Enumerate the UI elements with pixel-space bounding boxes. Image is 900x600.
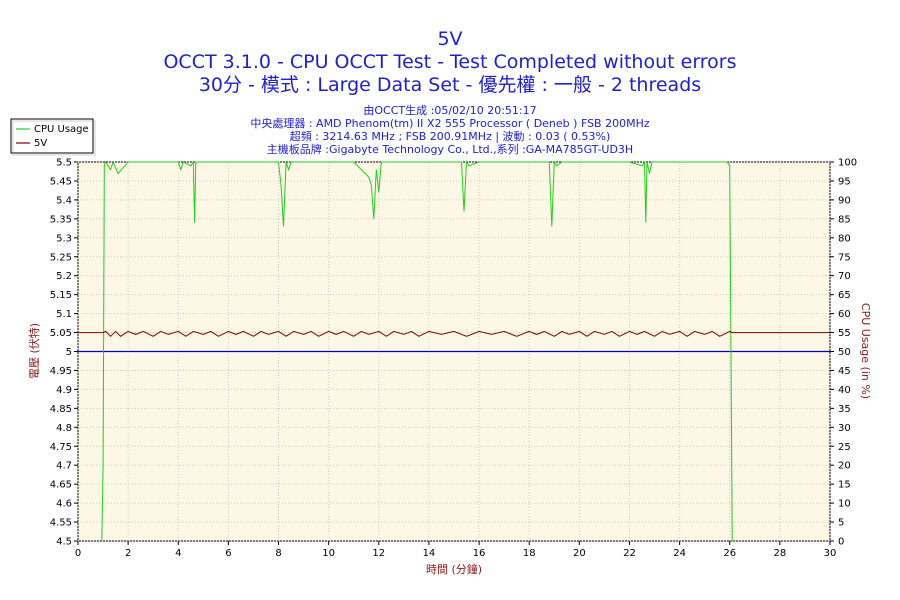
y-left-tick-label: 5.35 — [50, 214, 72, 225]
y-right-tick-label: 0 — [838, 537, 844, 548]
y-left-tick-label: 4.9 — [56, 385, 72, 396]
y-left-tick-label: 4.8 — [56, 423, 72, 434]
y-left-tick-label: 5.45 — [50, 176, 72, 187]
y-left-tick-label: 5.15 — [50, 290, 72, 301]
info-cpu: 中央處理器 : AMD Phenom(tm) II X2 555 Process… — [250, 116, 650, 130]
y-left-tick-label: 5.3 — [56, 233, 72, 244]
y-right-tick-label: 60 — [838, 309, 851, 320]
y-right-tick-label: 5 — [838, 518, 844, 529]
legend-shadow — [12, 120, 96, 156]
y-right-tick-label: 40 — [838, 385, 851, 396]
y-left-tick-label: 4.55 — [50, 518, 72, 529]
x-axis-ticks: 0 2 4 6 8 10 12 14 16 18 20 22 24 26 28 30 — [75, 541, 837, 559]
series-line-cpu-usage — [101, 160, 733, 542]
y-right-tick-label: 70 — [838, 271, 851, 282]
series — [78, 160, 830, 542]
x-tick-label: 12 — [372, 548, 385, 559]
y-right-tick-label: 95 — [838, 176, 851, 187]
y-right-tick-label: 50 — [838, 347, 851, 358]
y-right-tick-label: 85 — [838, 214, 851, 225]
series-line-5v — [78, 330, 830, 338]
y-left-tick-label: 4.65 — [50, 480, 72, 491]
y-axis-right-ticks: 0 5 10 15 20 25 30 35 40 45 50 55 60 65 70 75 80 85 90 95 10… — [830, 158, 857, 548]
legend-label-cpu: CPU Usage — [34, 124, 89, 135]
x-tick-label: 28 — [773, 548, 786, 559]
y-right-tick-label: 65 — [838, 290, 851, 301]
y-left-tick-label: 4.85 — [50, 404, 72, 415]
y-right-tick-label: 15 — [838, 480, 851, 491]
x-tick-label: 6 — [225, 548, 231, 559]
chart-title: 5V — [437, 28, 462, 50]
legend: CPU Usage 5V — [10, 118, 96, 156]
y-axis-left-label: 電壓 (伏特) — [27, 323, 41, 379]
x-tick-label: 2 — [125, 548, 131, 559]
y-left-tick-label: 4.7 — [56, 461, 72, 472]
y-right-tick-label: 100 — [838, 158, 857, 169]
y-left-tick-label: 5.5 — [56, 158, 72, 169]
y-right-tick-label: 20 — [838, 461, 851, 472]
y-left-tick-label: 5.2 — [56, 271, 72, 282]
x-tick-label: 18 — [523, 548, 536, 559]
x-tick-label: 20 — [573, 548, 586, 559]
x-axis-label: 時間 (分鐘) — [426, 562, 482, 576]
legend-box — [10, 118, 94, 154]
y-right-tick-label: 35 — [838, 404, 851, 415]
legend-label-5v: 5V — [34, 138, 47, 149]
y-left-tick-label: 4.5 — [56, 537, 72, 548]
y-right-tick-label: 75 — [838, 252, 851, 263]
info-clock: 超頻 : 3214.63 MHz ; FSB 200.91MHz | 波動 : … — [290, 129, 611, 143]
y-right-tick-label: 10 — [838, 499, 851, 510]
x-tick-label: 10 — [322, 548, 335, 559]
y-left-tick-label: 5 — [66, 347, 72, 358]
y-right-tick-label: 30 — [838, 423, 851, 434]
y-left-tick-label: 5.25 — [50, 252, 72, 263]
y-right-tick-label: 90 — [838, 195, 851, 206]
y-right-tick-label: 55 — [838, 328, 851, 339]
y-axis-right-label: CPU Usage (in %) — [859, 303, 872, 399]
info-motherboard: 主機板品牌 :Gigabyte Technology Co., Ltd.,系列 … — [267, 142, 633, 156]
info-generated: 由OCCT生成 :05/02/10 20:51:17 — [363, 103, 536, 117]
x-tick-label: 8 — [275, 548, 281, 559]
y-left-tick-label: 4.95 — [50, 366, 72, 377]
y-right-tick-label: 80 — [838, 233, 851, 244]
x-tick-label: 26 — [723, 548, 736, 559]
x-tick-label: 30 — [824, 548, 837, 559]
y-right-tick-label: 25 — [838, 442, 851, 453]
y-left-tick-label: 5.05 — [50, 328, 72, 339]
x-tick-label: 24 — [673, 548, 686, 559]
y-axis-left-ticks: 4.5 4.55 4.6 4.65 4.7 4.75 4.8 4.85 4.9 4.95 5 5.05… — [50, 158, 78, 548]
x-tick-label: 16 — [473, 548, 486, 559]
x-tick-label: 14 — [423, 548, 436, 559]
x-tick-label: 4 — [175, 548, 181, 559]
y-left-tick-label: 4.75 — [50, 442, 72, 453]
chart-subtitle-2: 30分 - 模式 : Large Data Set - 優先權 : 一般 - 2… — [199, 74, 701, 96]
y-right-tick-label: 45 — [838, 366, 851, 377]
x-tick-label: 0 — [75, 548, 81, 559]
x-tick-label: 22 — [623, 548, 636, 559]
y-left-tick-label: 5.4 — [56, 195, 72, 206]
y-left-tick-label: 5.1 — [56, 309, 72, 320]
chart-subtitle-1: OCCT 3.1.0 - CPU OCCT Test - Test Comple… — [163, 51, 736, 73]
y-left-tick-label: 4.6 — [56, 499, 72, 510]
